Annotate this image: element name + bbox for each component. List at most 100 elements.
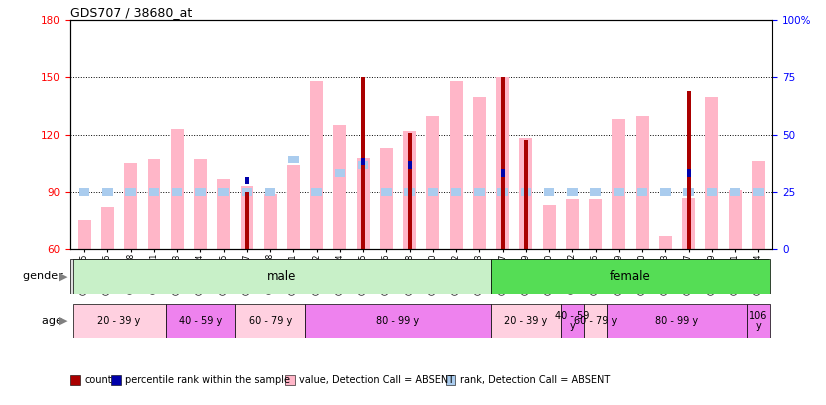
- Bar: [218, 188, 229, 196]
- Bar: [244, 192, 249, 249]
- Bar: [73, 259, 491, 294]
- Bar: [381, 188, 392, 196]
- Bar: [334, 125, 346, 249]
- Text: count: count: [84, 375, 112, 385]
- Bar: [102, 188, 112, 196]
- Bar: [217, 179, 230, 249]
- Bar: [79, 188, 89, 196]
- Bar: [752, 161, 765, 249]
- Bar: [78, 220, 91, 249]
- Bar: [428, 188, 438, 196]
- Bar: [380, 148, 393, 249]
- Text: percentile rank within the sample: percentile rank within the sample: [125, 375, 290, 385]
- Bar: [612, 119, 625, 249]
- Bar: [426, 115, 439, 249]
- Text: 40 - 59 y: 40 - 59 y: [178, 316, 222, 326]
- Bar: [584, 304, 607, 338]
- Bar: [753, 188, 763, 196]
- Bar: [686, 91, 691, 249]
- Text: 106
y: 106 y: [749, 311, 767, 331]
- Bar: [520, 188, 531, 196]
- Bar: [311, 81, 323, 249]
- Bar: [451, 188, 462, 196]
- Bar: [240, 186, 254, 249]
- Bar: [682, 198, 695, 249]
- Bar: [265, 188, 275, 196]
- Text: female: female: [610, 270, 651, 283]
- Bar: [73, 304, 165, 338]
- Bar: [287, 165, 300, 249]
- Bar: [305, 304, 491, 338]
- Bar: [543, 205, 556, 249]
- Bar: [449, 81, 463, 249]
- Text: rank, Detection Call = ABSENT: rank, Detection Call = ABSENT: [459, 375, 610, 385]
- Bar: [357, 158, 369, 249]
- Text: male: male: [267, 270, 297, 283]
- Bar: [474, 188, 485, 196]
- Text: 20 - 39 y: 20 - 39 y: [504, 316, 548, 326]
- Bar: [567, 188, 577, 196]
- Bar: [244, 177, 249, 184]
- Text: 60 - 79 y: 60 - 79 y: [574, 316, 617, 326]
- Bar: [361, 158, 365, 165]
- Bar: [361, 77, 365, 249]
- Bar: [171, 129, 183, 249]
- Bar: [729, 190, 742, 249]
- Text: 80 - 99 y: 80 - 99 y: [655, 316, 699, 326]
- Bar: [263, 194, 277, 249]
- Bar: [561, 304, 584, 338]
- Bar: [637, 188, 648, 196]
- Bar: [614, 188, 624, 196]
- Bar: [235, 304, 305, 338]
- Bar: [544, 188, 554, 196]
- Bar: [335, 169, 345, 177]
- Text: gender: gender: [23, 271, 66, 281]
- Text: 80 - 99 y: 80 - 99 y: [377, 316, 420, 326]
- Bar: [126, 188, 136, 196]
- Text: ▶: ▶: [59, 316, 68, 326]
- Bar: [659, 236, 672, 249]
- Bar: [636, 115, 648, 249]
- Bar: [311, 188, 322, 196]
- Bar: [705, 96, 719, 249]
- Bar: [501, 77, 505, 249]
- Text: 60 - 79 y: 60 - 79 y: [249, 316, 292, 326]
- Bar: [124, 163, 137, 249]
- Bar: [242, 188, 252, 196]
- Bar: [589, 200, 602, 249]
- Bar: [591, 188, 601, 196]
- Bar: [172, 188, 183, 196]
- Bar: [148, 160, 160, 249]
- Bar: [473, 96, 486, 249]
- Bar: [407, 161, 411, 169]
- Bar: [101, 207, 114, 249]
- Bar: [501, 169, 505, 177]
- Bar: [194, 160, 206, 249]
- Bar: [496, 77, 509, 249]
- Bar: [405, 188, 415, 196]
- Bar: [520, 139, 532, 249]
- Text: 20 - 39 y: 20 - 39 y: [97, 316, 140, 326]
- Bar: [566, 200, 579, 249]
- Text: ▶: ▶: [59, 271, 68, 281]
- Text: 40 - 59
y: 40 - 59 y: [555, 311, 590, 331]
- Bar: [686, 169, 691, 177]
- Text: age: age: [41, 316, 66, 326]
- Bar: [407, 133, 411, 249]
- Bar: [491, 259, 770, 294]
- Bar: [730, 188, 740, 196]
- Bar: [195, 188, 206, 196]
- Bar: [747, 304, 770, 338]
- Bar: [660, 188, 671, 196]
- Bar: [524, 141, 528, 249]
- Bar: [288, 156, 299, 163]
- Bar: [706, 188, 717, 196]
- Bar: [491, 304, 561, 338]
- Bar: [149, 188, 159, 196]
- Bar: [497, 188, 508, 196]
- Bar: [403, 131, 416, 249]
- Text: GDS707 / 38680_at: GDS707 / 38680_at: [70, 6, 192, 19]
- Bar: [607, 304, 747, 338]
- Bar: [683, 188, 694, 196]
- Text: value, Detection Call = ABSENT: value, Detection Call = ABSENT: [299, 375, 454, 385]
